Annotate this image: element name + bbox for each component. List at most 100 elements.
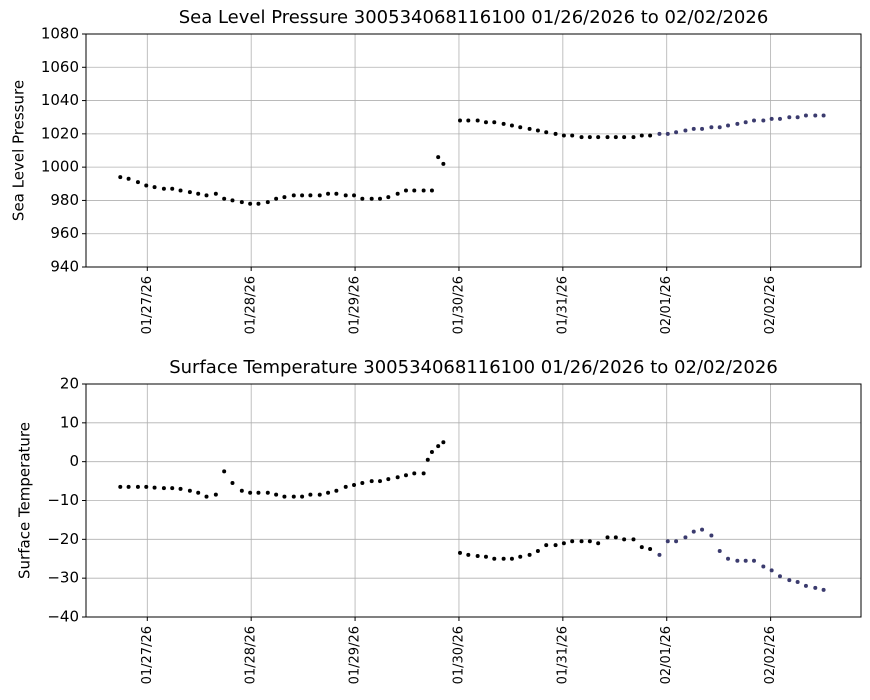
data-point	[360, 196, 365, 201]
data-point	[735, 558, 740, 563]
y-tick-label: 1060	[41, 58, 79, 76]
data-point	[535, 128, 540, 133]
data-point	[230, 481, 235, 486]
data-point	[395, 475, 400, 480]
data-point	[518, 554, 523, 559]
data-point	[570, 539, 575, 544]
data-point	[501, 121, 506, 126]
data-point	[751, 558, 756, 563]
data-point	[613, 135, 618, 140]
data-point	[161, 486, 166, 491]
data-point	[492, 120, 497, 125]
data-point	[135, 180, 140, 185]
data-point	[291, 193, 296, 198]
data-point	[813, 113, 818, 118]
data-point	[343, 484, 348, 489]
data-point	[700, 527, 705, 532]
plot-frame	[85, 33, 862, 268]
y-tick-label: 20	[60, 375, 79, 393]
x-tick-label: 02/02/26	[763, 276, 778, 334]
plot-frame	[85, 383, 862, 618]
data-point	[743, 120, 748, 125]
data-point	[161, 186, 166, 191]
data-point	[535, 548, 540, 553]
chart-title: Sea Level Pressure 300534068116100 01/26…	[179, 7, 769, 28]
data-point	[527, 552, 532, 557]
data-point	[152, 185, 157, 190]
y-tick-label: −30	[47, 569, 79, 587]
y-tick-label: 0	[69, 452, 79, 470]
data-point	[605, 535, 610, 540]
data-point	[622, 135, 627, 140]
data-point	[282, 494, 287, 499]
x-tick-label: 01/31/26	[555, 276, 570, 334]
data-point	[421, 188, 426, 193]
x-tick-label: 01/29/26	[348, 626, 363, 684]
data-point	[665, 539, 670, 544]
data-point	[317, 492, 322, 497]
data-point	[395, 191, 400, 196]
data-point	[213, 492, 218, 497]
data-point	[587, 135, 592, 140]
data-point	[751, 118, 756, 123]
data-point	[777, 116, 782, 121]
data-point	[683, 535, 688, 540]
data-point	[204, 494, 209, 499]
data-point	[761, 564, 766, 569]
y-tick-label: 960	[50, 224, 79, 242]
data-point	[544, 543, 549, 548]
data-point	[726, 556, 731, 561]
data-point	[561, 133, 566, 138]
y-tick-label: 980	[50, 191, 79, 209]
data-point	[421, 471, 426, 476]
x-tick-label: 01/30/26	[451, 276, 466, 334]
data-point	[803, 583, 808, 588]
data-point	[570, 133, 575, 138]
data-point	[691, 529, 696, 534]
data-point	[587, 539, 592, 544]
data-point	[429, 449, 434, 454]
data-point	[501, 556, 506, 561]
data-point	[483, 120, 488, 125]
data-point	[274, 492, 279, 497]
y-tick-label: 1040	[41, 91, 79, 109]
x-tick-label: 01/27/26	[140, 626, 155, 684]
data-point	[436, 155, 441, 160]
data-point	[475, 554, 480, 559]
y-tick-label: 10	[60, 413, 79, 431]
x-tick-label: 02/01/26	[659, 276, 674, 334]
x-tick-label: 01/30/26	[451, 626, 466, 684]
y-tick-label: −20	[47, 530, 79, 548]
data-point	[457, 550, 462, 555]
data-point	[135, 484, 140, 489]
data-point	[631, 135, 636, 140]
data-point	[769, 116, 774, 121]
data-point	[230, 198, 235, 203]
data-point	[457, 118, 462, 123]
data-point	[256, 490, 261, 495]
data-point	[466, 552, 471, 557]
data-point	[300, 193, 305, 198]
data-point	[187, 190, 192, 195]
data-point	[118, 484, 123, 489]
data-point	[343, 193, 348, 198]
y-axis-label: Surface Temperature	[16, 422, 34, 579]
data-point	[787, 115, 792, 120]
data-point	[412, 188, 417, 193]
data-point	[579, 539, 584, 544]
data-point	[126, 484, 131, 489]
data-point	[553, 543, 558, 548]
data-point	[360, 481, 365, 486]
data-point	[622, 537, 627, 542]
data-point	[509, 556, 514, 561]
data-point	[196, 191, 201, 196]
data-point	[248, 490, 253, 495]
data-point	[527, 126, 532, 131]
data-point	[674, 539, 679, 544]
data-point	[509, 123, 514, 128]
data-point	[717, 548, 722, 553]
data-point	[248, 201, 253, 206]
data-point	[657, 131, 662, 136]
data-point	[726, 123, 731, 128]
